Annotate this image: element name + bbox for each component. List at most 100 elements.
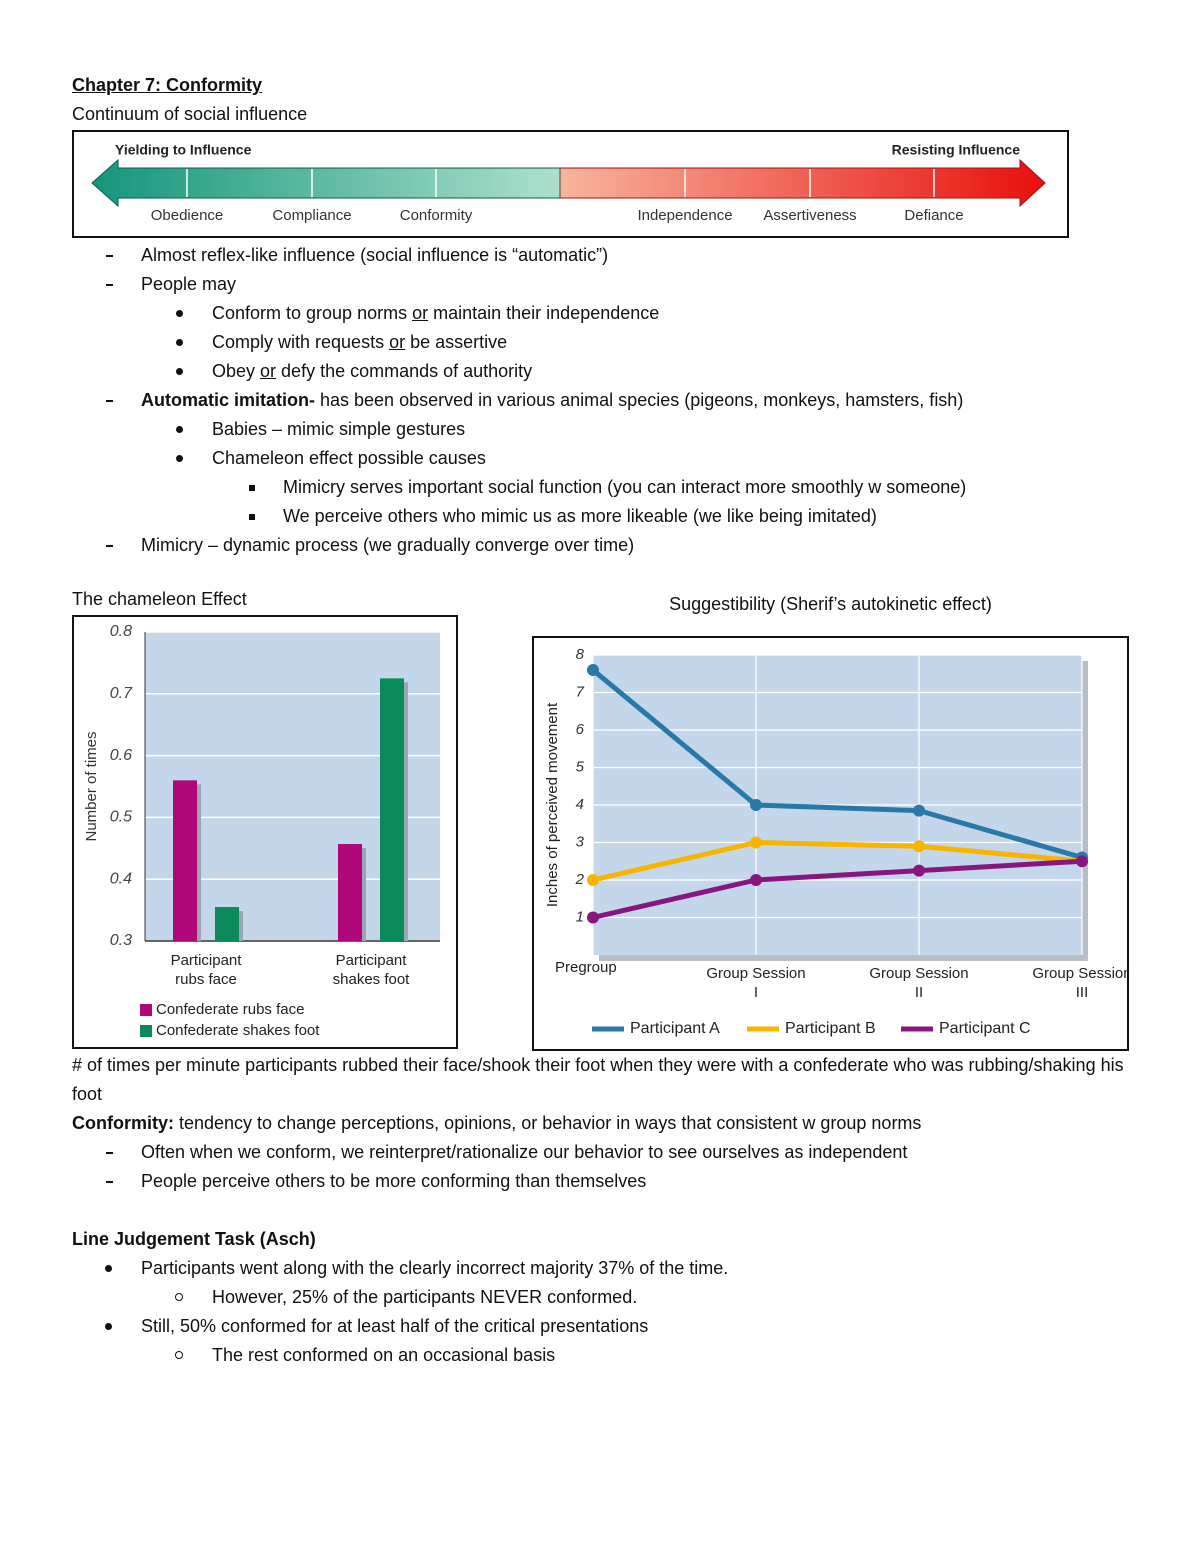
note-text: The rest conformed on an occasional basi…: [212, 1345, 556, 1365]
stage-label: Defiance: [904, 207, 963, 224]
note-text: Chameleon effect possible causes: [212, 448, 486, 468]
bar: [215, 907, 239, 941]
line-chart: 1 2 3 4 5 6 7 8 Pregroup Group Session I Group Ses…: [532, 636, 1129, 1051]
stage-label: Independence: [637, 207, 732, 224]
y-tick-label: 1: [576, 908, 584, 925]
y-tick-label: 0.6: [110, 747, 132, 764]
y-tick-label: 4: [576, 796, 584, 813]
series-line: [591, 668, 1083, 860]
y-tick-label: 0.7: [110, 685, 133, 702]
y-axis-label: Inches of perceived movement: [544, 702, 561, 907]
point: [913, 804, 925, 817]
definition-text: tendency to change perceptions, opinions…: [174, 1113, 922, 1133]
y-tick-label: 2: [575, 871, 585, 888]
category-box: Group Session I: [706, 965, 806, 1001]
y-tick-label: 5: [576, 758, 585, 775]
continuum-left-label: Yielding to Influence: [115, 142, 252, 158]
legend-label: Confederate rubs face: [156, 1001, 304, 1018]
note: Automatic imitation- has been observed i…: [0, 386, 1200, 415]
bar: [380, 678, 404, 941]
note-text: People perceive others to be more confor…: [141, 1171, 647, 1191]
note-text: Still, 50% conformed for at least half o…: [141, 1316, 649, 1336]
chart-caption: # of times per minute participants rubbe…: [72, 1055, 1124, 1104]
notes: Almost reflex-like influence (social inf…: [0, 241, 1200, 560]
y-tick-label: 0.4: [110, 870, 132, 887]
stage-labels: Obedience Compliance Conformity Independenc…: [151, 207, 964, 224]
sub-note: Babies – mimic simple gestures: [0, 415, 1200, 444]
y-tick-label: 7: [576, 683, 585, 700]
arrow-dividers: [186, 169, 935, 197]
note: Almost reflex-like influence (social inf…: [0, 241, 1200, 270]
category-box: Participant rubs face: [170, 952, 242, 988]
sub-note: Chameleon effect possible causes: [0, 444, 1200, 473]
point: [750, 836, 762, 849]
y-axis-label: Number of times: [83, 731, 100, 841]
x-tick-label: Group Session III: [1032, 965, 1129, 1001]
x-tick-label: Participant rubs face: [170, 952, 242, 988]
note-text: Almost reflex-like influence (social inf…: [141, 245, 609, 265]
note-text: Mimicry – dynamic process (we gradually …: [141, 535, 635, 555]
note-text: maintain their independence: [428, 303, 660, 323]
y-tick-label: 6: [576, 721, 585, 738]
sub-note: Comply with requests or be assertive: [0, 328, 1200, 357]
bar: [338, 843, 362, 941]
x-tick-label: Participant shakes foot: [332, 952, 410, 988]
note: Often when we conform, we reinterpret/ra…: [0, 1138, 1200, 1167]
sub-note: However, 25% of the participants NEVER c…: [0, 1283, 1200, 1312]
stage-label: Conformity: [400, 207, 473, 224]
legend-label: Participant C: [939, 1020, 1031, 1037]
header: Chapter 7: Conformity Continuum of socia…: [72, 71, 307, 129]
note-emphasis: or: [412, 303, 429, 323]
sub-note: Conform to group norms or maintain their…: [0, 299, 1200, 328]
point: [1076, 855, 1088, 868]
note-text: Conform to group norms: [212, 303, 413, 323]
section-title: Line Judgement Task (Asch): [72, 1229, 316, 1249]
legend-swatch: [140, 1004, 152, 1016]
definition-term: Conformity:: [72, 1113, 174, 1133]
note-text: has been observed in various animal spec…: [315, 390, 964, 410]
note-text: Often when we conform, we reinterpret/ra…: [141, 1142, 908, 1162]
point: [913, 864, 925, 877]
note-text: We perceive others who mimic us as more …: [283, 506, 877, 526]
point: [913, 840, 925, 853]
note: Participants went along with the clearly…: [0, 1254, 1200, 1283]
stage-label: Obedience: [151, 207, 224, 224]
series-line: [592, 858, 1083, 920]
bar: [173, 780, 197, 941]
note: Mimicry – dynamic process (we gradually …: [0, 531, 1200, 560]
doc-subtitle: Continuum of social influence: [72, 104, 308, 124]
legend-label: Confederate shakes foot: [156, 1022, 320, 1039]
legend-label: Participant B: [785, 1020, 876, 1037]
doc-title: Chapter 7: Conformity: [72, 75, 263, 95]
chart-title: The chameleon Effect: [72, 589, 247, 609]
note-text: Babies – mimic simple gestures: [212, 419, 466, 439]
note-emphasis: or: [389, 332, 406, 352]
note-text: Obey: [212, 361, 261, 381]
x-tick-label: Pregroup: [555, 959, 617, 976]
note-text: be assertive: [405, 332, 508, 352]
point: [750, 799, 762, 811]
y-tick-label: 0.5: [110, 809, 132, 826]
x-tick-label: Group Session I: [706, 965, 806, 1001]
sub-sub-note: Mimicry serves important social function…: [0, 473, 1200, 502]
category-box: Group Session II: [869, 965, 969, 1001]
point: [587, 664, 599, 676]
note: People perceive others to be more confor…: [0, 1167, 1200, 1196]
category-box: Pregroup: [555, 959, 617, 976]
point: [587, 874, 599, 886]
legend-label: Participant A: [630, 1020, 720, 1037]
note-emphasis: or: [260, 361, 277, 381]
x-tick-label: Group Session II: [869, 965, 969, 1001]
definition: Conformity: tendency to change perceptio…: [0, 1109, 1200, 1138]
stage-label: Compliance: [272, 207, 351, 224]
y-tick-label: 0.8: [110, 623, 132, 640]
y-tick-label: 3: [576, 833, 585, 850]
continuum: Yielding to Influence Resisting Influenc…: [72, 130, 1069, 238]
note: People may: [0, 270, 1200, 299]
category-box: Group Session III: [1032, 965, 1129, 1001]
note-text: Mimicry serves important social function…: [283, 477, 967, 497]
note-text: Comply with requests: [212, 332, 390, 352]
bar-chart: 0.3 0.4 0.5 0.6 0.7 0.8 Number of times Partici…: [72, 615, 458, 1049]
continuum-right-label: Resisting Influence: [892, 142, 1021, 158]
note-text: defy the commands of authority: [276, 361, 533, 381]
